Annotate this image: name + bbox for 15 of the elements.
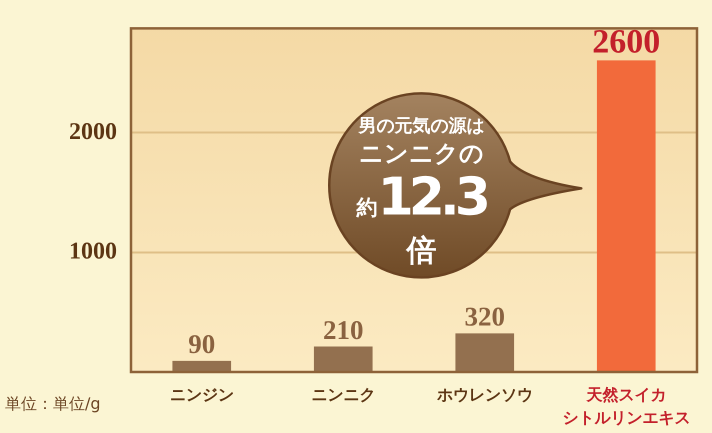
x-tick-label: ニンジン bbox=[170, 384, 234, 404]
x-tick-label: ホウレンソウ bbox=[436, 384, 533, 404]
bar bbox=[596, 60, 656, 372]
y-tick-label: 1000 bbox=[69, 238, 117, 264]
data-label: 210 bbox=[323, 314, 364, 345]
data-label: 2600 bbox=[592, 24, 660, 61]
y-axis-title: 単位：単位/g bbox=[5, 394, 101, 415]
data-label: 320 bbox=[464, 302, 505, 332]
y-tick-label: 2000 bbox=[69, 118, 117, 145]
data-label: 90 bbox=[188, 329, 216, 360]
bar bbox=[172, 360, 232, 372]
x-tick-label: 天然スイカシトルリンエキス bbox=[562, 384, 690, 427]
bar bbox=[455, 333, 514, 372]
bar bbox=[314, 346, 373, 372]
x-tick-label: ニンニク bbox=[311, 384, 376, 404]
